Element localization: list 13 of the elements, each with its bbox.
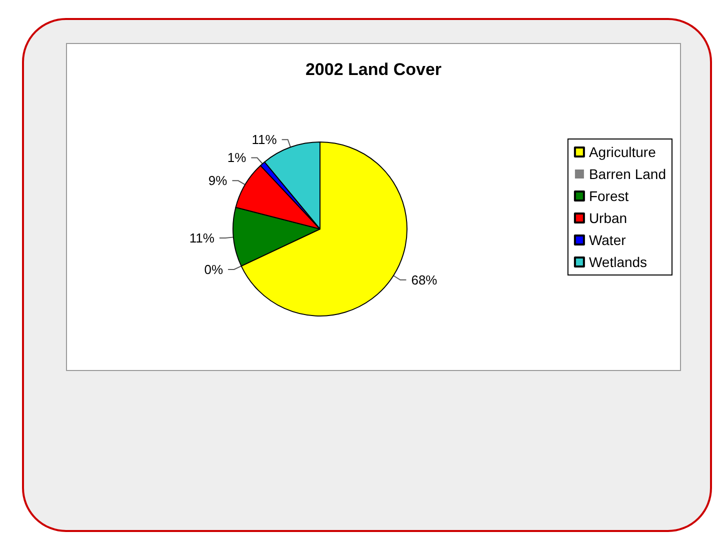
data-label: 9% [208,173,228,188]
legend-label: Barren Land [588,166,666,182]
legend-label: Urban [588,210,628,226]
legend-label: Forest [588,188,629,204]
text: 0% [204,262,224,277]
legend-label: Water [588,232,626,248]
data-label: 11% [189,230,215,246]
legend-label: Agriculture [588,144,656,160]
data-label: 68% [411,272,438,288]
data-label: 1% [227,150,247,166]
chart-title: 2002 Land Cover [305,60,442,79]
data-label: 11% [252,132,278,148]
legend-label: Wetlands [588,254,648,270]
